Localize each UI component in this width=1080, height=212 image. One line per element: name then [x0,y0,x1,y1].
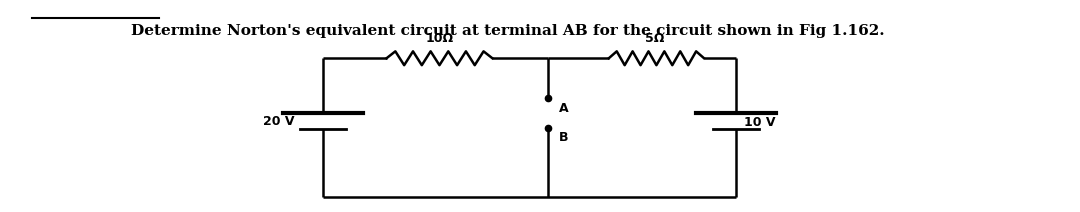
Text: Determine Norton's equivalent circuit at terminal AB for the circuit shown in Fi: Determine Norton's equivalent circuit at… [132,24,886,38]
Text: A: A [559,102,569,115]
Text: B: B [559,131,568,144]
Text: 20 V: 20 V [262,115,295,128]
Text: 5Ω: 5Ω [645,32,664,45]
Text: 10 V: 10 V [744,116,775,128]
Text: 10Ω: 10Ω [426,32,454,45]
